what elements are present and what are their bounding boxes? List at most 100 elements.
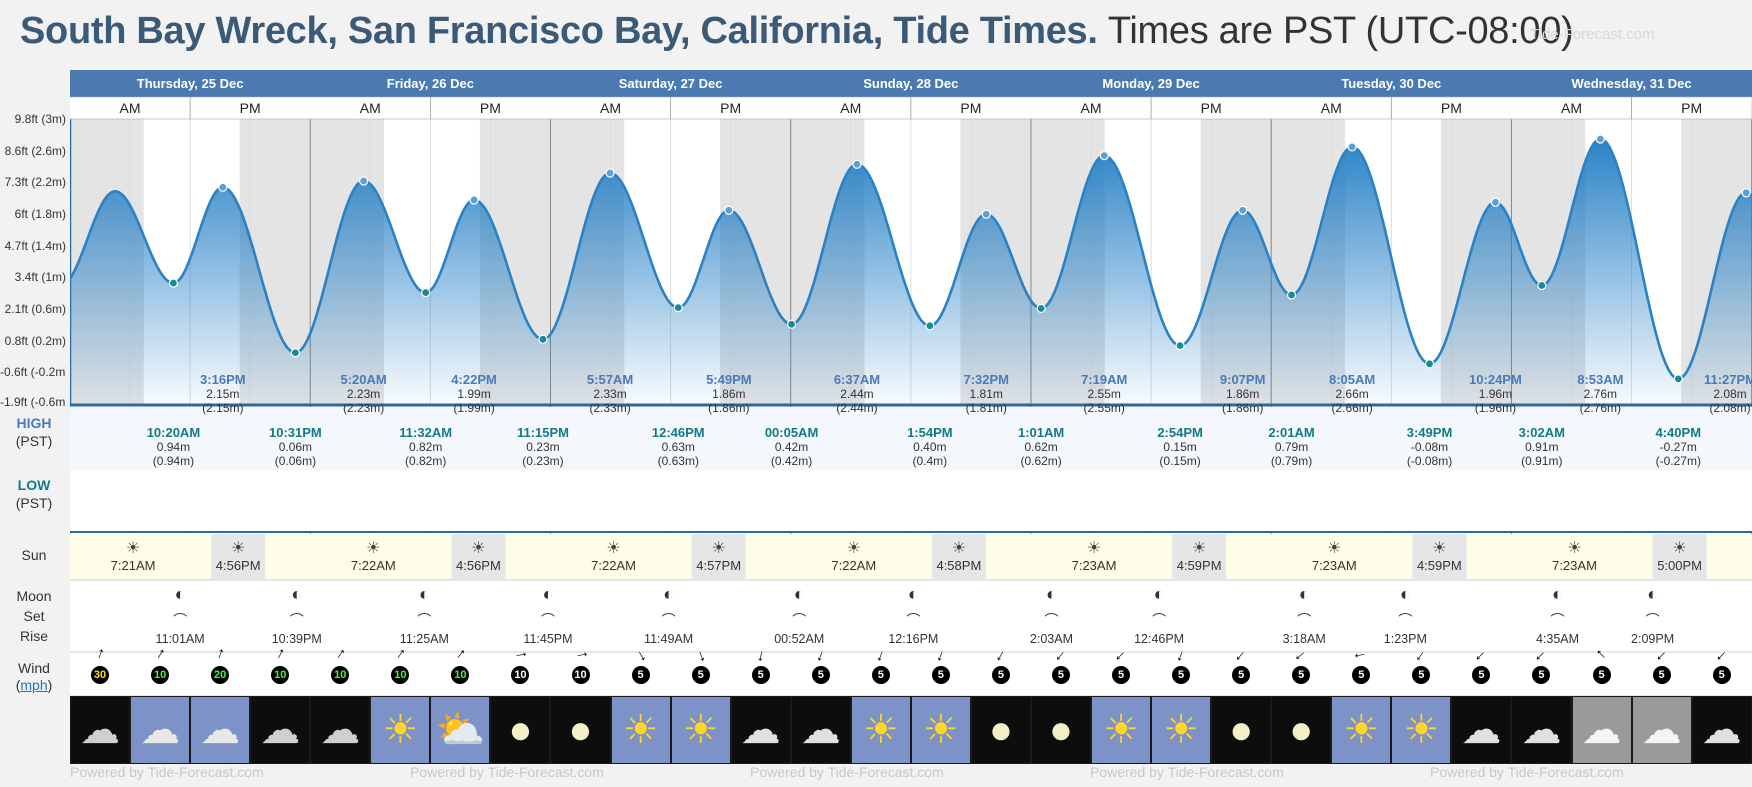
weather-icon-cloudy-night: ☁ [731, 697, 790, 763]
event-height: 0.06m [278, 440, 313, 454]
sunset-cell [1412, 534, 1467, 580]
moon-time: 11:49AM [644, 632, 694, 646]
watermark-top: Tide-Forecast.com [1530, 26, 1654, 43]
pm-label: PM [1440, 100, 1462, 116]
moon-phase-icon: ◐ [1647, 584, 1659, 604]
event-height: 2.55m [1087, 387, 1121, 401]
moon-time: 11:25AM [399, 632, 449, 646]
moon-horizon-icon: ⌒ [792, 612, 807, 628]
event-time: 5:49PM [706, 372, 752, 387]
moon-horizon-icon: ⌒ [417, 612, 432, 628]
wind-speed-badge: 5 [1051, 666, 1070, 684]
sunset-icon: ☀ [1432, 540, 1447, 557]
day-label: Tuesday, 30 Dec [1341, 76, 1442, 91]
moon-row [0, 580, 1752, 652]
watermark-bottom-text: Powered by Tide-Forecast.com [1090, 764, 1284, 780]
moon-time: 2:03AM [1029, 632, 1074, 646]
event-time: 10:31PM [269, 425, 322, 440]
event-height: -0.08m [1410, 440, 1449, 454]
high-tide-event: 10:24PM 1.96m (1.96m) [1469, 373, 1522, 416]
event-height-paren: (2.76m) [1579, 401, 1622, 415]
wind-speed-badge: 5 [1652, 666, 1671, 684]
info-rows [0, 407, 1752, 764]
weather-icon-clear-night: ● [491, 697, 550, 763]
event-height: 2.66m [1335, 387, 1369, 401]
event-height-paren: (0.94m) [152, 454, 195, 468]
sunrise-time: 7:23AM [1071, 558, 1117, 573]
moon-time: 12:16PM [888, 632, 939, 646]
low-tide-event: 10:20AM 0.94m (0.94m) [146, 425, 201, 469]
moon-horizon-icon: ⌒ [1297, 612, 1312, 628]
moon-time: 00:52AM [774, 632, 825, 646]
weather-icon-sun: ☀ [1092, 697, 1151, 763]
moon-horizon-icon: ⌒ [1152, 612, 1167, 628]
event-height: 0.23m [526, 440, 560, 454]
pm-label: PM [1200, 100, 1222, 116]
wind-unit-link[interactable]: mph [20, 677, 48, 693]
wind-speed-badge: 5 [1112, 666, 1131, 684]
high-tide-marker [724, 205, 734, 215]
event-height: 2.23m [346, 387, 381, 401]
low-tide-marker [421, 287, 431, 298]
weather-icon-rain-night: ☁ [251, 697, 310, 763]
pm-label: PM [960, 100, 982, 116]
low-tide-event: 1:54PM 0.40m (0.4m) [907, 426, 953, 469]
low-tide-event: 4:40PM -0.27m (-0.27m) [1656, 426, 1702, 469]
sunset-cell [1172, 534, 1227, 580]
event-height: 0.15m [1163, 440, 1197, 454]
event-time: 8:53AM [1577, 372, 1624, 387]
moon-phase-icon: ◐ [1298, 584, 1310, 604]
event-time: 5:57AM [586, 372, 634, 387]
wind-speed-badge: 10 [571, 666, 590, 684]
ampm-bar [0, 96, 1752, 120]
low-tide-event: 3:49PM -0.08m (-0.08m) [1407, 426, 1453, 469]
low-tide-marker [1175, 341, 1185, 351]
event-time: 5:20AM [340, 372, 387, 387]
moon-time: 4:35AM [1535, 632, 1580, 646]
high-tide-marker [1099, 151, 1109, 161]
weather-icon-cloudy-night: ☁ [791, 697, 850, 763]
event-time: 10:20AM [146, 425, 201, 440]
moon-time: 11:01AM [155, 632, 205, 646]
low-label: LOW [17, 477, 51, 493]
sunrise-icon: ☀ [125, 540, 141, 557]
sunset-icon: ☀ [711, 540, 726, 557]
moon-phase-icon: ◐ [1552, 584, 1563, 604]
event-height: -0.27m [1659, 440, 1697, 454]
wind-speed-badge: 5 [1292, 666, 1311, 684]
low-tide-marker [538, 334, 548, 344]
low-tide-event: 11:15PM 0.23m (0.23m) [516, 425, 569, 469]
moon-phase-icon: ◐ [1046, 584, 1057, 604]
event-height: 0.62m [1024, 440, 1058, 454]
event-height-paren: (0.82m) [405, 454, 447, 468]
moon-phase-icon: ◐ [1399, 584, 1411, 604]
wind-speed-badge: 5 [1592, 666, 1611, 684]
left-labels: HIGH (PST) LOW (PST) Sun Moon Set Rise Wind (mph) [0, 70, 70, 787]
high-label: HIGH [16, 415, 52, 431]
event-height: 1.81m [969, 387, 1003, 401]
moon-time: 3:18AM [1282, 632, 1326, 646]
high-tide-event: 7:19AM 2.55m (2.55m) [1081, 373, 1127, 416]
high-tide-event: 5:20AM 2.23m (2.23m) [340, 372, 387, 416]
y-tick-label: 3.4ft (1m) [14, 270, 66, 285]
sunset-icon: ☀ [471, 540, 486, 557]
sunset-icon: ☀ [230, 540, 246, 557]
moon-phase-icon: ◐ [542, 584, 554, 604]
high-tide-marker [605, 168, 615, 178]
event-time: 11:15PM [516, 425, 569, 440]
wind-speed-badge: 5 [1352, 666, 1371, 684]
sunset-time: 4:59PM [1416, 558, 1462, 573]
sunrise-time: 7:23AM [1311, 558, 1357, 573]
tide-area [70, 139, 1752, 405]
low-tide-marker [786, 319, 797, 329]
event-height: 2.08m [1713, 387, 1747, 401]
moon-rise-label: Rise [19, 628, 48, 644]
weather-icon-cloudy-night: ☁ [1692, 697, 1751, 763]
low-row [0, 470, 1752, 532]
event-height-paren: (1.81m) [965, 401, 1007, 415]
event-height: 0.63m [661, 440, 695, 454]
low-tide-event: 12:46PM 0.63m (0.63m) [652, 426, 705, 469]
moon-phase-icon: ◐ [291, 584, 303, 604]
day-label: Monday, 29 Dec [1102, 76, 1200, 91]
title-bar: South Bay Wreck, San Francisco Bay, Cali… [0, 0, 1752, 70]
